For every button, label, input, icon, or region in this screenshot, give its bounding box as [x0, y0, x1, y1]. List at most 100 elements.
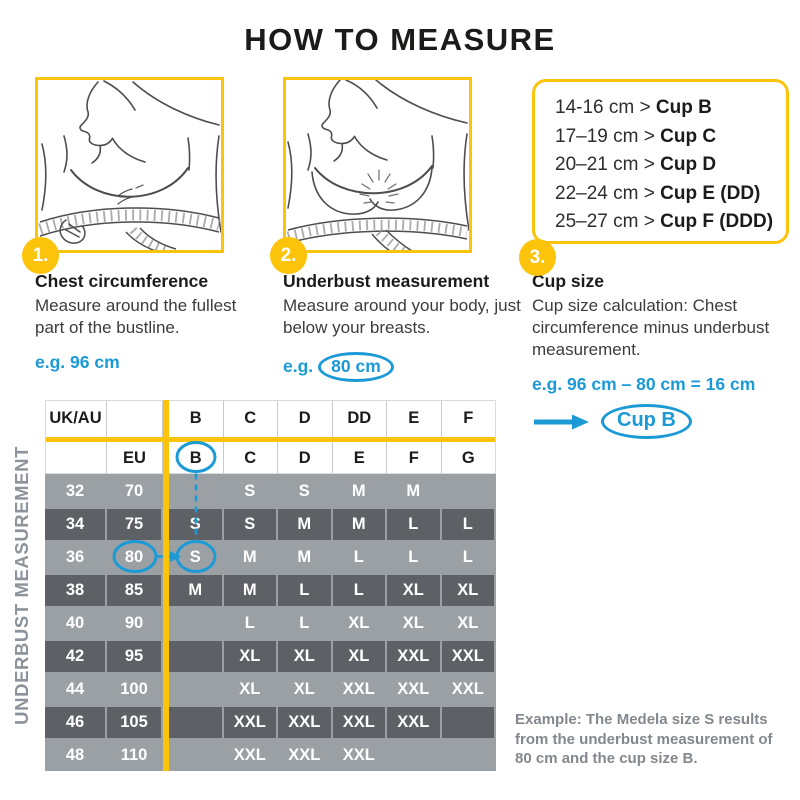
- size-cell: XXL: [223, 740, 278, 771]
- right-arrow-icon: [534, 414, 589, 429]
- size-cell: XL: [441, 575, 496, 606]
- table-row: 42 95 XL XL XL XXL XXL: [45, 639, 496, 672]
- size-cell: [169, 707, 224, 738]
- size-cell: L: [387, 509, 442, 540]
- step-3-badge: 3.: [519, 239, 556, 276]
- cup-range: 20–21 cm: [555, 154, 639, 175]
- cup-range: 22–24 cm: [555, 182, 639, 204]
- step-2-body: Measure around your body, just below you…: [283, 296, 521, 337]
- cup-range-line: 14-16 cm > Cup B: [555, 94, 786, 123]
- cup-header-cell: DD: [332, 400, 387, 437]
- step-3-heading: Cup size: [532, 271, 604, 291]
- size-cell: [169, 674, 224, 705]
- cup-header-cell: F: [387, 442, 442, 474]
- table-row: 40 90 L L XL XL XL: [45, 606, 496, 639]
- size-cell: XXL: [387, 707, 442, 738]
- cup-range: 25–27 cm: [555, 211, 639, 232]
- size-cell: [169, 641, 224, 672]
- size-cell: L: [278, 575, 333, 606]
- size-cell: M: [387, 476, 442, 507]
- size-cell: L: [278, 608, 333, 639]
- size-cell: M: [223, 542, 278, 573]
- size-cell: M: [278, 542, 333, 573]
- size-cell: XL: [223, 674, 278, 705]
- table-row: 36 80 S M M L L L: [45, 540, 496, 573]
- cup-range-line: 17–19 cm > Cup C: [555, 123, 786, 152]
- side-label-wrap: UNDERBUST MEASUREMENT: [4, 400, 40, 771]
- size-cell: XXL: [278, 707, 333, 738]
- cup-header-cell: E: [387, 400, 442, 437]
- ukau-cell: 44: [45, 674, 107, 705]
- step-3-result-row: Cup B: [532, 404, 788, 439]
- eu-cell-highlighted: 80: [107, 542, 163, 573]
- cup-header-cell: C: [223, 442, 278, 474]
- size-cell: XXL: [387, 641, 442, 672]
- table-row: 44 100 XL XL XXL XXL XXL: [45, 672, 496, 705]
- size-cell: XL: [332, 641, 387, 672]
- cup-range-line: 25–27 cm > Cup F (DDD): [555, 208, 786, 237]
- cup-header-cell: D: [278, 400, 333, 437]
- step-3-equation: e.g. 96 cm – 80 cm = 16 cm: [532, 374, 756, 394]
- step-3-body: Cup size calculation: Chest circumferenc…: [532, 296, 770, 359]
- ukau-cell: 34: [45, 509, 107, 540]
- size-cell: S: [278, 476, 333, 507]
- ukau-cell: 46: [45, 707, 107, 738]
- cup-separator: >: [639, 97, 651, 118]
- circled-80cm-value: 80 cm: [318, 352, 394, 382]
- cup-header-cell: F: [441, 400, 496, 437]
- step-2-example: e.g. 80 cm: [283, 352, 521, 382]
- step-1-heading: Chest circumference: [35, 271, 209, 291]
- size-cell: L: [332, 542, 387, 573]
- size-cell: [169, 476, 224, 507]
- cup-header-cell: D: [278, 442, 333, 474]
- cup-range-line: 22–24 cm > Cup E (DD): [555, 180, 786, 209]
- chest-measurement-figure: [35, 77, 224, 253]
- size-cell: M: [169, 575, 224, 606]
- cup-header-cell: E: [332, 442, 387, 474]
- yellow-vertical-divider: [163, 400, 169, 771]
- ukau-cell: 42: [45, 641, 107, 672]
- step-2-example-prefix: e.g.: [283, 356, 314, 376]
- cup-range-line: 20–21 cm > Cup D: [555, 151, 786, 180]
- underbust-measurement-figure: [283, 77, 472, 253]
- size-cell: M: [278, 509, 333, 540]
- size-cell: L: [441, 542, 496, 573]
- eu-cell: 105: [107, 707, 163, 738]
- yellow-horizontal-divider: [45, 437, 496, 442]
- corner-header-cell: UK/AU: [45, 400, 107, 437]
- size-cell: XXL: [441, 641, 496, 672]
- step-2-heading: Underbust measurement: [283, 271, 490, 291]
- cup-separator: >: [643, 125, 655, 147]
- size-cell: XXL: [332, 674, 387, 705]
- cup-separator: >: [643, 211, 655, 232]
- eu-cell: 85: [107, 575, 163, 606]
- cup-size-reference-box: 14-16 cm > Cup B 17–19 cm > Cup C 20–21 …: [532, 79, 789, 244]
- size-cell: M: [332, 476, 387, 507]
- cup-label: Cup F (DDD): [660, 211, 774, 232]
- size-table: UK/AU B C D DD E F EU B C D E F G 32 70: [45, 400, 496, 771]
- size-cell: L: [441, 509, 496, 540]
- step-1-badge: 1.: [22, 237, 59, 274]
- size-cell: XXL: [441, 674, 496, 705]
- header-cell-blank: [107, 400, 163, 437]
- size-cell: [441, 707, 496, 738]
- size-cell: L: [332, 575, 387, 606]
- size-cell: L: [223, 608, 278, 639]
- size-cell: S: [223, 476, 278, 507]
- size-cell: XXL: [332, 707, 387, 738]
- step-2-badge: 2.: [270, 237, 307, 274]
- size-cell: S: [169, 509, 224, 540]
- table-row: 34 75 S S M M L L: [45, 507, 496, 540]
- eu-cell: 110: [107, 740, 163, 771]
- cup-label: Cup C: [660, 125, 717, 147]
- table-row: 32 70 S S M M: [45, 474, 496, 507]
- size-cell: XXL: [278, 740, 333, 771]
- ukau-cell: 32: [45, 476, 107, 507]
- eu-cell: 75: [107, 509, 163, 540]
- table-row: 46 105 XXL XXL XXL XXL: [45, 705, 496, 738]
- cup-label: Cup B: [655, 97, 712, 118]
- step-1-example: e.g. 96 cm: [35, 352, 120, 372]
- table-row: 48 110 XXL XXL XXL: [45, 738, 496, 771]
- cup-range: 14-16 cm: [555, 97, 635, 118]
- size-cell: XL: [387, 575, 442, 606]
